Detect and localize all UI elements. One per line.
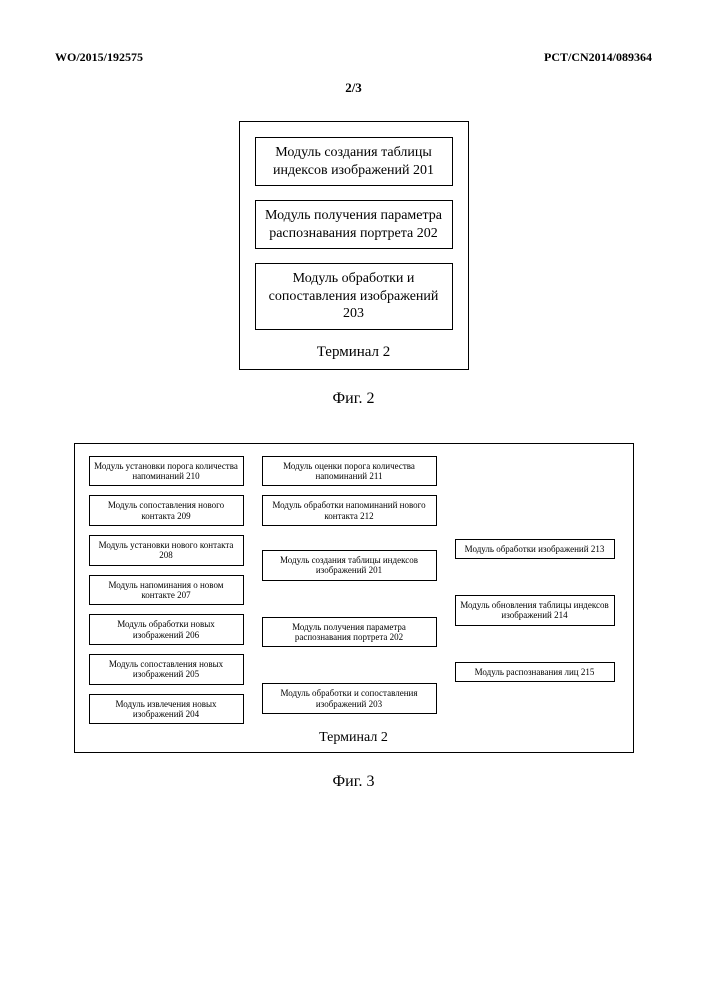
patent-page: WO/2015/192575 PCT/CN2014/089364 2/3 Мод…: [0, 0, 707, 1000]
header: WO/2015/192575 PCT/CN2014/089364: [55, 50, 652, 65]
terminal-2-box-fig3: Модуль установки порога количества напом…: [74, 443, 634, 754]
gap: [455, 635, 615, 653]
fig3-col-center: Модуль оценки порога количества напомина…: [262, 456, 437, 714]
module-202-f3: Модуль получения параметра распознавания…: [262, 617, 437, 648]
figure-2-caption: Фиг. 2: [55, 390, 652, 408]
module-206: Модуль обработки новых изображений 206: [89, 614, 244, 645]
module-205: Модуль сопоставления новых изображений 2…: [89, 654, 244, 685]
module-211: Модуль оценки порога количества напомина…: [262, 456, 437, 487]
module-203: Модуль обработки и сопоставления изображ…: [255, 263, 453, 330]
module-214: Модуль обновления таблицы индексов изобр…: [455, 595, 615, 626]
fig3-columns: Модуль установки порога количества напом…: [89, 456, 619, 725]
module-203-f3: Модуль обработки и сопоставления изображ…: [262, 683, 437, 714]
module-204: Модуль извлечения новых изображений 204: [89, 694, 244, 725]
module-215: Модуль распознавания лиц 215: [455, 662, 615, 682]
module-202: Модуль получения параметра распознавания…: [255, 200, 453, 249]
gap: [455, 568, 615, 586]
module-209: Модуль сопоставления нового контакта 209: [89, 495, 244, 526]
terminal-label-fig2: Терминал 2: [255, 344, 453, 361]
gap: [262, 656, 437, 674]
doc-number-left: WO/2015/192575: [55, 50, 143, 65]
page-number: 2/3: [55, 80, 652, 96]
figure-3: Модуль установки порога количества напом…: [55, 443, 652, 754]
doc-number-right: PCT/CN2014/089364: [544, 50, 652, 65]
terminal-label-fig3: Терминал 2: [89, 730, 619, 746]
fig3-col-left: Модуль установки порога количества напом…: [89, 456, 244, 725]
figure-3-caption: Фиг. 3: [55, 773, 652, 791]
module-201-f3: Модуль создания таблицы индексов изображ…: [262, 550, 437, 581]
module-212: Модуль обработки напоминаний нового конт…: [262, 495, 437, 526]
module-201: Модуль создания таблицы индексов изображ…: [255, 137, 453, 186]
figure-2: Модуль создания таблицы индексов изображ…: [55, 121, 652, 370]
module-208: Модуль установки нового контакта 208: [89, 535, 244, 566]
module-213: Модуль обработки изображений 213: [455, 539, 615, 559]
module-210: Модуль установки порога количества напом…: [89, 456, 244, 487]
gap: [262, 590, 437, 608]
module-207: Модуль напоминания о новом контакте 207: [89, 575, 244, 606]
gap: [455, 456, 615, 530]
terminal-2-box-fig2: Модуль создания таблицы индексов изображ…: [239, 121, 469, 370]
gap: [262, 535, 437, 541]
fig3-col-right: Модуль обработки изображений 213 Модуль …: [455, 456, 615, 682]
